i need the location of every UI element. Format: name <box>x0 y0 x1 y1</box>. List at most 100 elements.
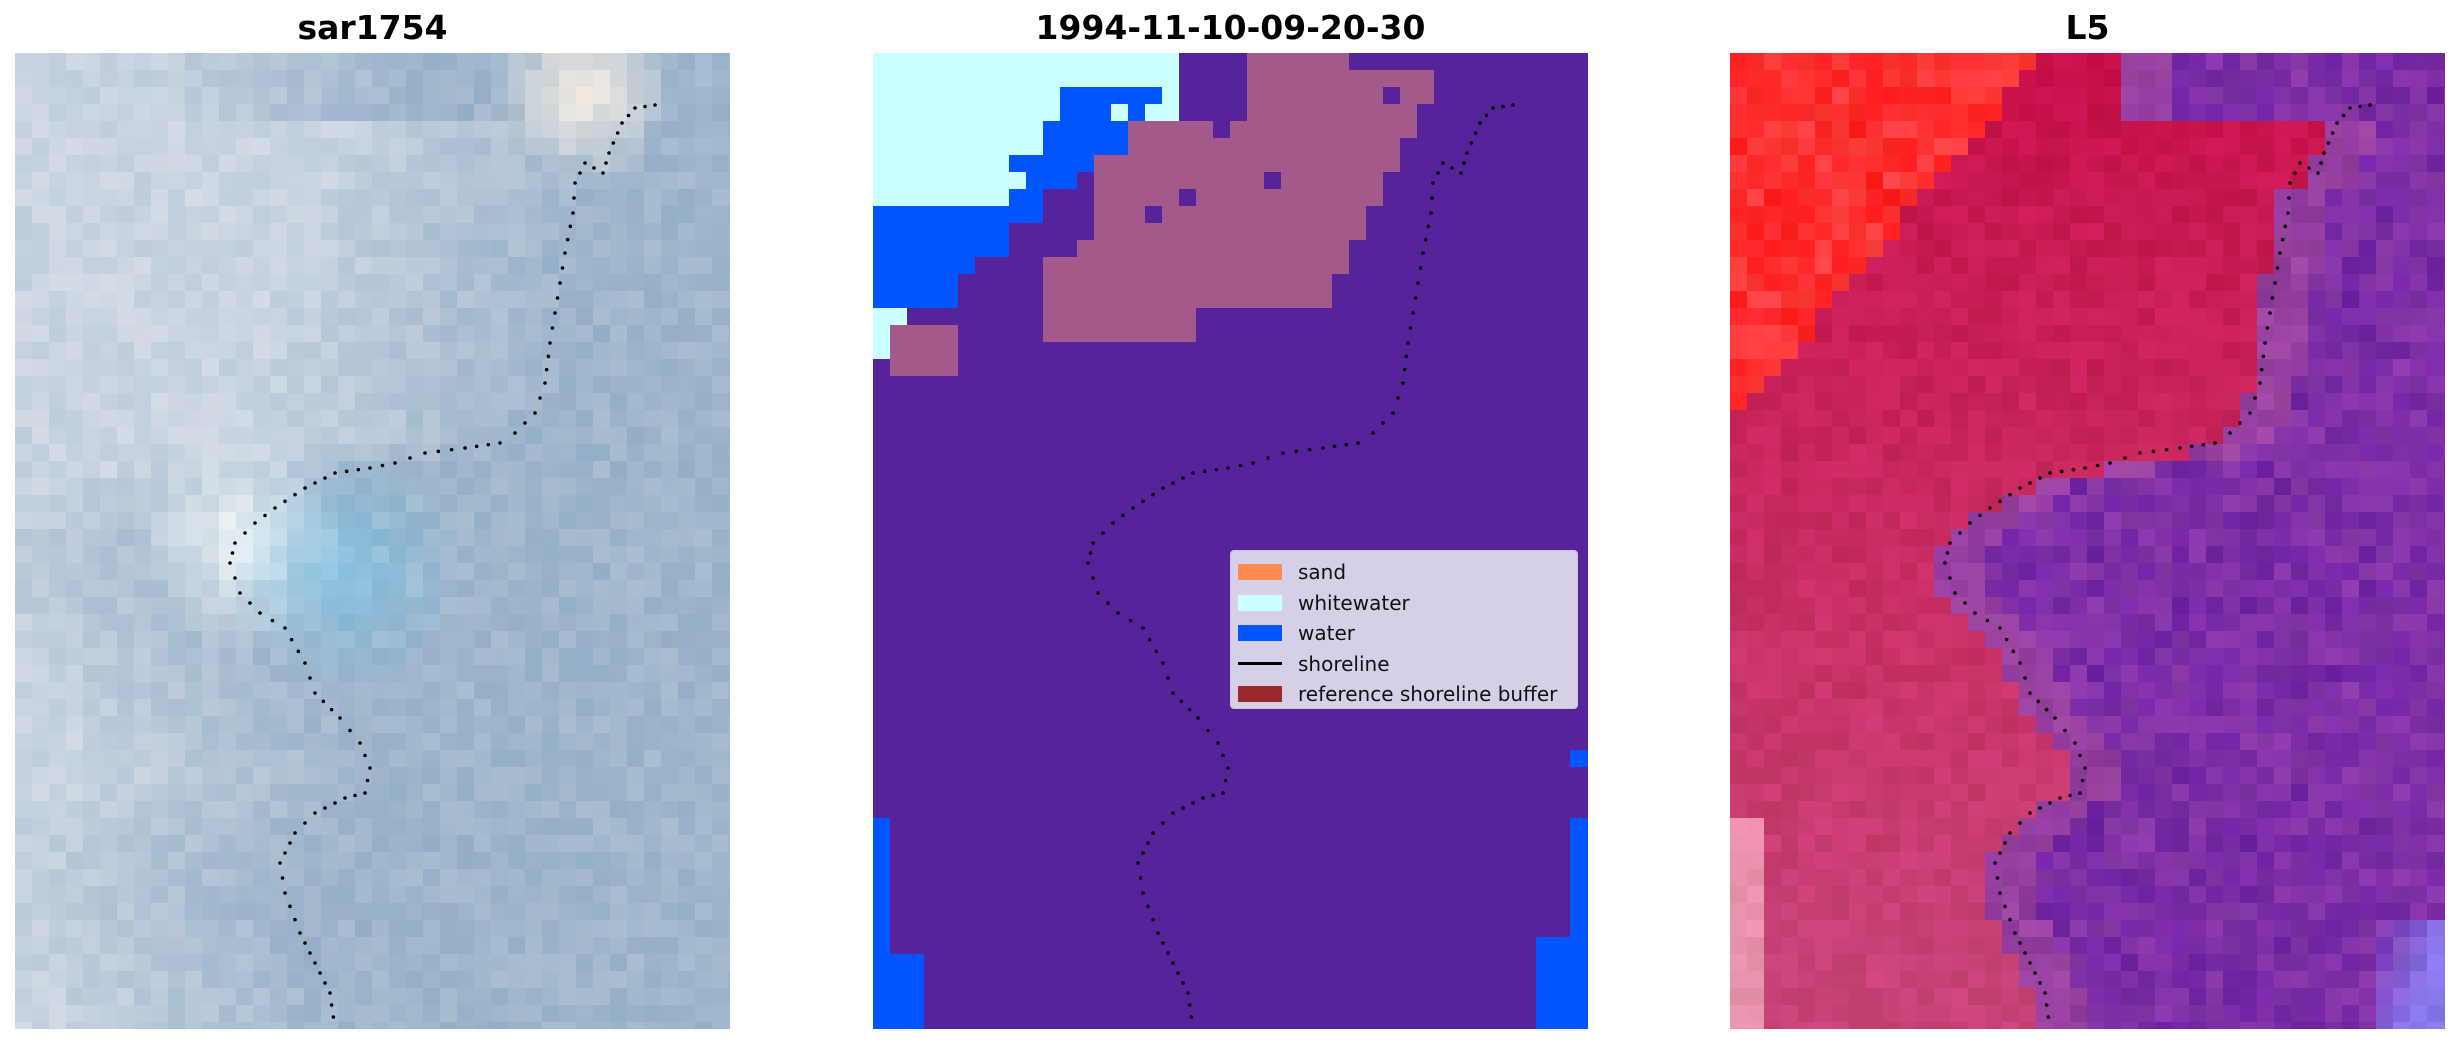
water-pixel <box>1587 1022 1588 1029</box>
whitewater-pixel <box>1094 53 1111 70</box>
index-pixel <box>2427 597 2444 614</box>
whitewater-pixel <box>941 155 958 172</box>
buffer-pixel <box>1247 257 1264 274</box>
rgb-pixel <box>712 818 729 835</box>
index-pixel <box>2104 716 2121 733</box>
index-pixel <box>2070 682 2087 699</box>
rgb-pixel <box>423 512 440 529</box>
index-pixel <box>2325 342 2342 359</box>
rgb-pixel <box>712 903 729 920</box>
index-pixel <box>1832 580 1849 597</box>
index-pixel <box>2240 189 2257 206</box>
index-pixel <box>2257 240 2274 257</box>
rgb-pixel <box>729 1005 730 1022</box>
shoreline-point <box>329 1003 334 1007</box>
shoreline-point <box>1191 471 1195 475</box>
rgb-pixel <box>185 87 202 104</box>
water-pixel <box>1570 835 1587 852</box>
index-pixel <box>2138 359 2155 376</box>
index-pixel <box>2104 325 2121 342</box>
rgb-pixel <box>168 223 185 240</box>
rgb-pixel <box>355 512 372 529</box>
whitewater-pixel <box>1009 53 1026 70</box>
index-pixel <box>2036 410 2053 427</box>
index-pixel <box>2342 53 2359 70</box>
rgb-pixel <box>15 1005 32 1022</box>
rgb-pixel <box>287 852 304 869</box>
rgb-pixel <box>151 70 168 87</box>
water-pixel <box>1077 138 1094 155</box>
rgb-pixel <box>610 223 627 240</box>
rgb-pixel <box>508 699 525 716</box>
index-pixel <box>2036 121 2053 138</box>
index-pixel <box>1900 257 1917 274</box>
rgb-pixel <box>406 121 423 138</box>
rgb-pixel <box>491 274 508 291</box>
index-pixel <box>2155 308 2172 325</box>
index-pixel <box>2206 614 2223 631</box>
index-pixel <box>2223 733 2240 750</box>
rgb-pixel <box>576 257 593 274</box>
index-pixel <box>1985 240 2002 257</box>
rgb-pixel <box>576 512 593 529</box>
rgb-pixel <box>661 1005 678 1022</box>
rgb-pixel <box>627 699 644 716</box>
index-pixel <box>1866 512 1883 529</box>
rgb-pixel <box>610 257 627 274</box>
rgb-pixel <box>491 954 508 971</box>
rgb-pixel <box>559 410 576 427</box>
rgb-pixel <box>661 325 678 342</box>
rgb-pixel <box>559 750 576 767</box>
index-pixel <box>1730 223 1747 240</box>
rgb-pixel <box>644 189 661 206</box>
rgb-pixel <box>457 410 474 427</box>
rgb-pixel <box>644 427 661 444</box>
shoreline-point <box>615 131 620 135</box>
rgb-pixel <box>202 733 219 750</box>
rgb-pixel <box>66 648 83 665</box>
index-pixel <box>1798 121 1815 138</box>
rgb-pixel <box>236 818 253 835</box>
index-pixel <box>1832 87 1849 104</box>
buffer-pixel <box>1111 172 1128 189</box>
shoreline-point <box>565 237 570 242</box>
index-pixel <box>2308 733 2325 750</box>
rgb-pixel <box>100 325 117 342</box>
index-pixel <box>2291 138 2308 155</box>
rgb-pixel <box>678 801 695 818</box>
index-pixel <box>2393 733 2410 750</box>
index-pixel <box>2240 53 2257 70</box>
index-pixel <box>2444 172 2445 189</box>
buffer-pixel <box>1196 240 1213 257</box>
rgb-pixel <box>338 529 355 546</box>
rgb-pixel <box>508 835 525 852</box>
rgb-pixel <box>168 1022 185 1029</box>
rgb-pixel <box>406 87 423 104</box>
index-pixel <box>2070 104 2087 121</box>
rgb-pixel <box>627 631 644 648</box>
index-pixel <box>2359 257 2376 274</box>
rgb-pixel <box>576 461 593 478</box>
rgb-pixel <box>474 376 491 393</box>
shoreline-point <box>620 121 624 125</box>
index-pixel <box>2070 121 2087 138</box>
rgb-pixel <box>117 410 134 427</box>
index-pixel <box>2036 716 2053 733</box>
rgb-pixel <box>712 104 729 121</box>
rgb-pixel <box>185 138 202 155</box>
index-pixel <box>2002 427 2019 444</box>
buffer-pixel <box>1281 206 1298 223</box>
rgb-pixel <box>576 53 593 70</box>
rgb-pixel <box>100 495 117 512</box>
rgb-pixel <box>304 1022 321 1029</box>
rgb-pixel <box>134 274 151 291</box>
rgb-pixel <box>423 767 440 784</box>
rgb-pixel <box>151 580 168 597</box>
index-pixel <box>2206 563 2223 580</box>
rgb-pixel <box>202 138 219 155</box>
rgb-pixel <box>304 189 321 206</box>
index-pixel <box>1781 648 1798 665</box>
index-pixel <box>2138 376 2155 393</box>
whitewater-pixel <box>873 155 890 172</box>
index-pixel <box>2104 733 2121 750</box>
